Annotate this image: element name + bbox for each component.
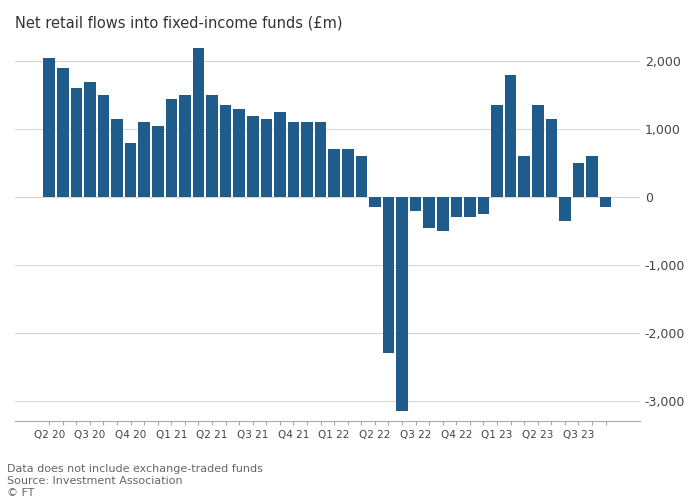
Bar: [98, 95, 109, 197]
Bar: [342, 150, 354, 197]
Bar: [233, 109, 245, 197]
Bar: [260, 119, 272, 197]
Bar: [424, 197, 435, 228]
Bar: [288, 122, 299, 197]
Bar: [206, 95, 218, 197]
Bar: [152, 126, 164, 197]
Bar: [356, 156, 367, 197]
Text: Data does not include exchange-traded funds
Source: Investment Association
© FT: Data does not include exchange-traded fu…: [7, 464, 263, 498]
Bar: [57, 68, 69, 197]
Bar: [315, 122, 326, 197]
Bar: [532, 106, 543, 197]
Bar: [573, 163, 584, 197]
Bar: [545, 119, 557, 197]
Bar: [139, 122, 150, 197]
Bar: [559, 197, 570, 220]
Bar: [125, 142, 136, 197]
Bar: [600, 197, 611, 207]
Bar: [396, 197, 408, 411]
Bar: [519, 156, 530, 197]
Bar: [43, 58, 55, 197]
Bar: [328, 150, 340, 197]
Bar: [464, 197, 476, 218]
Bar: [301, 122, 313, 197]
Bar: [505, 75, 517, 197]
Bar: [437, 197, 449, 231]
Bar: [451, 197, 462, 218]
Bar: [111, 119, 122, 197]
Bar: [179, 95, 190, 197]
Bar: [369, 197, 381, 207]
Bar: [410, 197, 421, 210]
Bar: [477, 197, 489, 214]
Bar: [274, 112, 286, 197]
Bar: [383, 197, 394, 353]
Bar: [491, 106, 503, 197]
Bar: [165, 98, 177, 197]
Bar: [220, 106, 232, 197]
Text: Net retail flows into fixed-income funds (£m): Net retail flows into fixed-income funds…: [15, 15, 342, 30]
Bar: [84, 82, 96, 197]
Bar: [193, 48, 204, 197]
Bar: [587, 156, 598, 197]
Bar: [71, 88, 82, 197]
Bar: [247, 116, 258, 197]
